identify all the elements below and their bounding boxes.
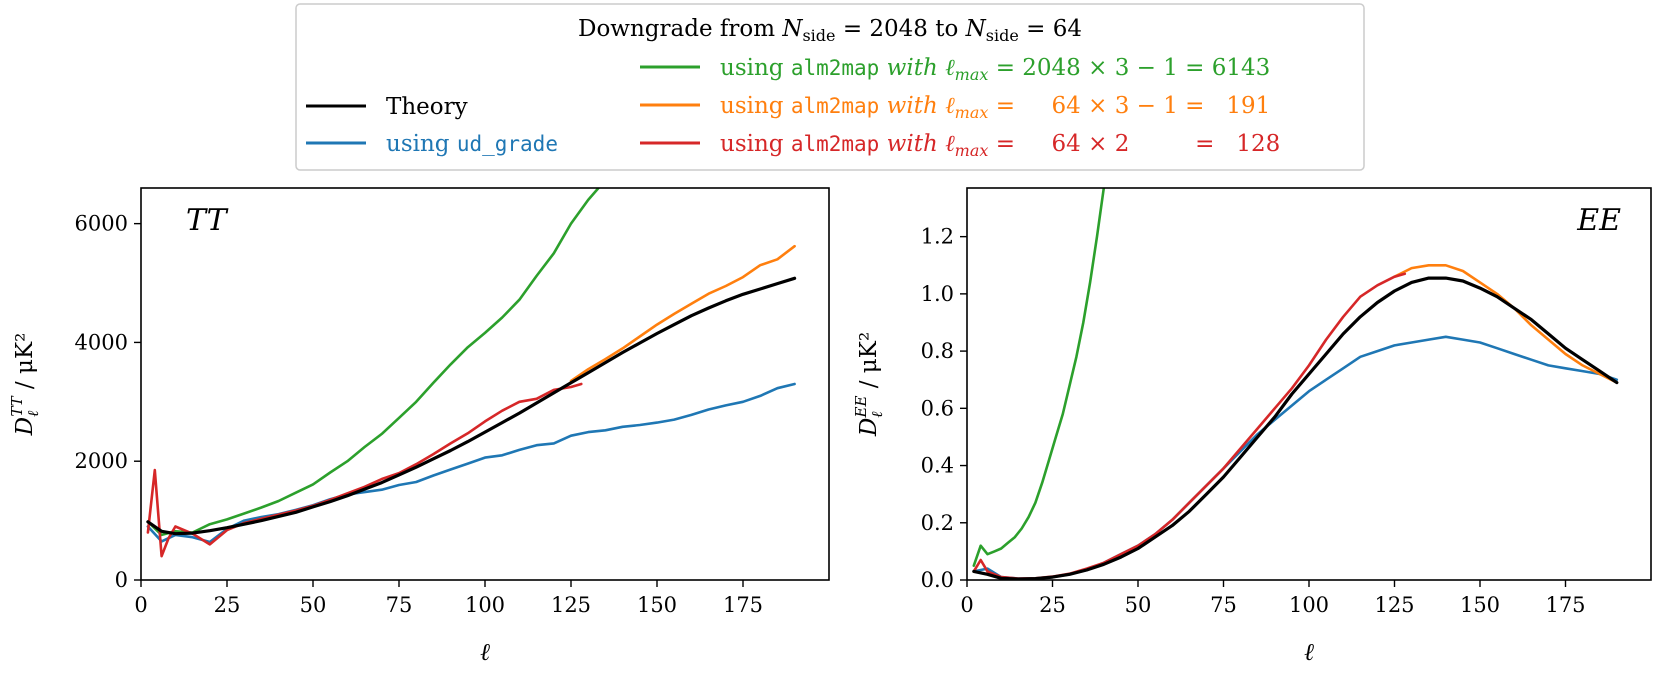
ee-ylabel: DℓEE / μK² bbox=[852, 332, 886, 437]
legend-label-ud-grade: using ud_grade bbox=[386, 131, 558, 157]
ee-panel-title: EE bbox=[1576, 203, 1621, 238]
tt-xtick-label: 175 bbox=[723, 593, 763, 617]
legend-title: Downgrade from Nside = 2048 to Nside = 6… bbox=[578, 16, 1082, 45]
tt-line-lmax191 bbox=[569, 244, 796, 383]
tt-ytick-label: 0 bbox=[115, 568, 128, 592]
legend-label-lmax191: using alm2map with ℓmax = 64 × 3 − 1 = 1… bbox=[720, 93, 1270, 122]
tt-line-theory bbox=[146, 276, 797, 536]
ee-panel: 0 25 50 75 100 125 150 175 0.0 0.2 0.4 0.6 0.8 1.0 1.2… bbox=[852, 187, 1652, 666]
tt-ytick-label: 2000 bbox=[75, 449, 128, 473]
ee-xtick-label: 0 bbox=[960, 593, 973, 617]
ee-ytick-label: 0.0 bbox=[921, 568, 954, 592]
ee-ytick-label: 1.2 bbox=[921, 225, 954, 249]
ee-xtick-label: 25 bbox=[1039, 593, 1066, 617]
legend-label-full: using alm2map with ℓmax = 2048 × 3 − 1 =… bbox=[720, 55, 1270, 84]
tt-panel-title: TT bbox=[186, 203, 229, 238]
ee-line-theory bbox=[972, 276, 1619, 580]
ee-xtick-label: 75 bbox=[1210, 593, 1237, 617]
tt-xtick-label: 125 bbox=[551, 593, 591, 617]
ee-line-lmax128 bbox=[972, 272, 1407, 580]
tt-ylabel: DℓTT / μK² bbox=[8, 333, 42, 437]
tt-panel: 0 25 50 75 100 125 150 175 0 2000 4000 6000 ℓ DℓTT / … bbox=[8, 187, 830, 666]
ee-ytick-label: 0.4 bbox=[921, 454, 954, 478]
tt-line-lmax128 bbox=[146, 382, 583, 558]
ee-ytick-label: 0.6 bbox=[921, 396, 954, 420]
tt-xtick-label: 50 bbox=[300, 593, 327, 617]
tt-xtick-label: 150 bbox=[637, 593, 677, 617]
legend: Downgrade from Nside = 2048 to Nside = 6… bbox=[295, 3, 1365, 171]
ee-xtick-label: 150 bbox=[1460, 593, 1500, 617]
ee-ytick-label: 1.0 bbox=[921, 282, 954, 306]
ee-line-lmax191 bbox=[1393, 263, 1619, 384]
tt-xtick-label: 0 bbox=[134, 593, 147, 617]
legend-label-theory: Theory bbox=[386, 94, 468, 120]
ee-line-ud-grade bbox=[972, 335, 1619, 580]
tt-ytick-label: 4000 bbox=[75, 330, 128, 354]
tt-xtick-label: 100 bbox=[465, 593, 505, 617]
ee-xlabel: ℓ bbox=[1304, 638, 1314, 666]
tt-line-ud-grade bbox=[146, 382, 796, 544]
ee-series-group bbox=[972, 188, 1619, 580]
ee-ytick-label: 0.8 bbox=[921, 339, 954, 363]
tt-xlabel: ℓ bbox=[480, 638, 490, 666]
tt-ytick-label: 6000 bbox=[75, 212, 128, 236]
ee-ytick-label: 0.2 bbox=[921, 511, 954, 535]
tt-line-full bbox=[146, 188, 600, 537]
legend-label-lmax128: using alm2map with ℓmax = 64 × 2 = 128 bbox=[720, 131, 1280, 160]
legend-frame bbox=[295, 3, 1365, 171]
ee-line-full bbox=[972, 188, 1106, 568]
tt-xtick-label: 75 bbox=[386, 593, 413, 617]
ee-xtick-label: 175 bbox=[1545, 593, 1585, 617]
tt-xtick-label: 25 bbox=[214, 593, 241, 617]
ee-xtick-label: 125 bbox=[1374, 593, 1414, 617]
ee-xtick-label: 100 bbox=[1289, 593, 1329, 617]
ee-xtick-label: 50 bbox=[1125, 593, 1152, 617]
tt-series-group bbox=[146, 188, 797, 558]
